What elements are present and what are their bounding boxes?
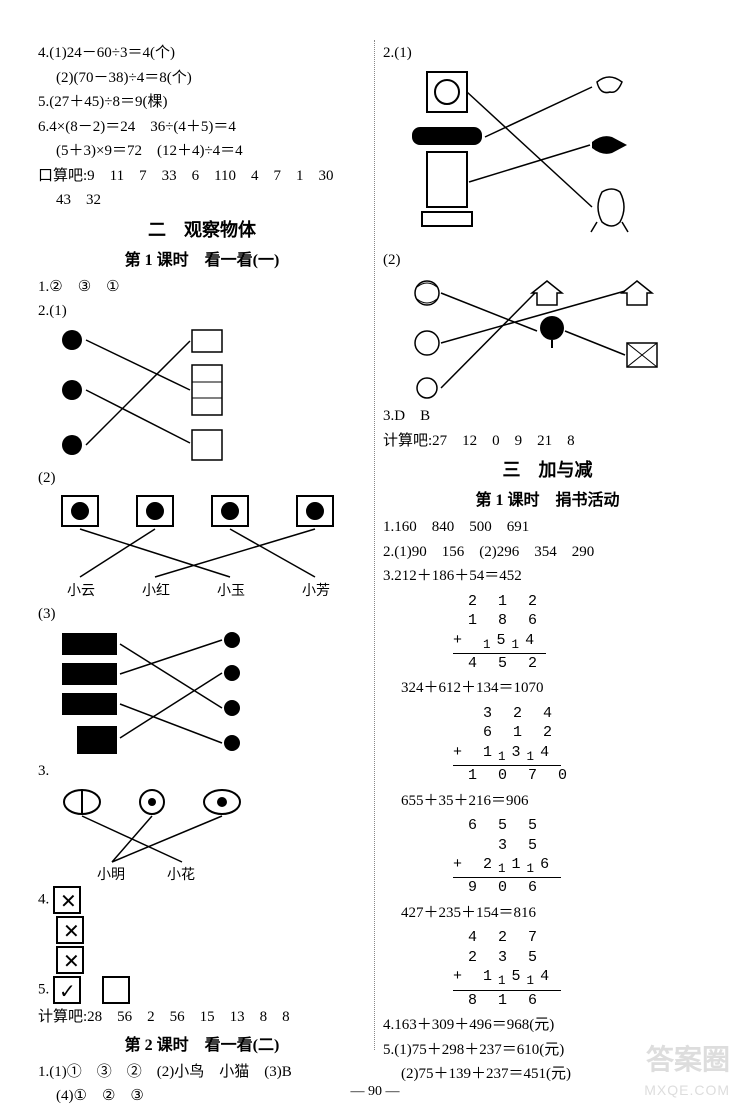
label-4: 4. bbox=[38, 891, 49, 907]
svg-text:小云: 小云 bbox=[67, 583, 95, 599]
right-column: 2.(1) (2) 3.D B 计算吧:27 12 0 9 21 8 三 加与减… bbox=[375, 40, 720, 1050]
matching-diagram-3 bbox=[52, 628, 282, 758]
matching-diagram-r1 bbox=[397, 67, 677, 247]
matching-diagram-r2 bbox=[397, 273, 677, 403]
matching-diagram-1 bbox=[52, 325, 252, 465]
text-line: 3.212＋186＋54＝452 bbox=[383, 565, 712, 588]
lesson-title: 第 2 课时 看一看(二) bbox=[38, 1031, 366, 1055]
q4-row: ✕ bbox=[38, 916, 366, 944]
text-line: 2.(1)90 156 (2)296 354 290 bbox=[383, 541, 712, 564]
checkbox-empty bbox=[102, 976, 130, 1004]
matching-diagram-2: 小云 小红 小玉 小芳 bbox=[52, 491, 352, 601]
lesson-title: 第 1 课时 捐书活动 bbox=[383, 486, 712, 510]
page-content: 4.(1)24－60÷3＝4(个) (2)(70－38)÷4＝8(个) 5.(2… bbox=[30, 40, 720, 1050]
text-line: 4.(1)24－60÷3＝4(个) bbox=[38, 42, 366, 65]
text-line: 1.② ③ ① bbox=[38, 276, 366, 299]
section-title: 二 观察物体 bbox=[38, 216, 366, 242]
text-line: 324＋612＋134＝1070 bbox=[383, 677, 712, 700]
text-line: 655＋35＋216＝906 bbox=[383, 790, 712, 813]
text-line: 计算吧:27 12 0 9 21 8 bbox=[383, 430, 712, 453]
svg-text:小花: 小花 bbox=[167, 867, 195, 883]
svg-text:小红: 小红 bbox=[142, 583, 170, 599]
left-column: 4.(1)24－60÷3＝4(个) (2)(70－38)÷4＝8(个) 5.(2… bbox=[30, 40, 375, 1050]
text-line: 4.163＋309＋496＝968(元) bbox=[383, 1014, 712, 1037]
svg-text:小明: 小明 bbox=[97, 867, 125, 883]
text-line: 计算吧:28 56 2 56 15 13 8 8 bbox=[38, 1006, 366, 1029]
q5-row: 5. ✓ bbox=[38, 976, 366, 1004]
page-number: — 90 — bbox=[0, 1084, 750, 1100]
matching-diagram-4: 小明 小花 bbox=[52, 784, 272, 884]
lesson-title: 第 1 课时 看一看(一) bbox=[38, 246, 366, 270]
label-2-3: (3) bbox=[38, 603, 366, 626]
text-line: (5＋3)×9＝72 (12＋4)÷4＝4 bbox=[38, 140, 366, 163]
label-2-2: (2) bbox=[38, 467, 366, 490]
vertical-calc-3: 6 5 5 3 5 + 21116 9 0 6 bbox=[453, 816, 712, 898]
checkbox-x: ✕ bbox=[56, 946, 84, 974]
vertical-calc-1: 2 1 2 1 8 6 + 1514 4 5 2 bbox=[453, 592, 712, 674]
svg-text:小玉: 小玉 bbox=[217, 583, 245, 599]
checkbox-check: ✓ bbox=[53, 976, 81, 1004]
text-line: 1.(1)① ③ ② (2)小鸟 小猫 (3)B bbox=[38, 1061, 366, 1084]
text-line: 口算吧:9 11 7 33 6 110 4 7 1 30 bbox=[38, 165, 366, 188]
label-r-2-1: 2.(1) bbox=[383, 42, 712, 65]
q4-row: ✕ bbox=[38, 946, 366, 974]
vertical-calc-4: 4 2 7 2 3 5 + 11514 8 1 6 bbox=[453, 928, 712, 1010]
label-5: 5. bbox=[38, 981, 49, 997]
label-2-1: 2.(1) bbox=[38, 300, 366, 323]
label-3: 3. bbox=[38, 760, 366, 783]
watermark-url: MXQE.COM bbox=[644, 1082, 730, 1098]
q4-row: 4. ✕ bbox=[38, 886, 366, 914]
watermark-text: 答案圈 bbox=[646, 1038, 730, 1078]
text-line: (2)(70－38)÷4＝8(个) bbox=[38, 67, 366, 90]
vertical-calc-2: 3 2 4 6 1 2 + 11314 1 0 7 0 bbox=[453, 704, 712, 786]
text-line: 6.4×(8－2)＝24 36÷(4＋5)＝4 bbox=[38, 116, 366, 139]
text-line: 1.160 840 500 691 bbox=[383, 516, 712, 539]
text-line: 3.D B bbox=[383, 405, 712, 428]
checkbox-x: ✕ bbox=[53, 886, 81, 914]
text-line: 43 32 bbox=[38, 189, 366, 212]
text-line: 5.(27＋45)÷8＝9(棵) bbox=[38, 91, 366, 114]
svg-text:小芳: 小芳 bbox=[302, 582, 330, 599]
label-r-2-2: (2) bbox=[383, 249, 712, 272]
text-line: 427＋235＋154＝816 bbox=[383, 902, 712, 925]
section-title: 三 加与减 bbox=[383, 456, 712, 482]
checkbox-x: ✕ bbox=[56, 916, 84, 944]
